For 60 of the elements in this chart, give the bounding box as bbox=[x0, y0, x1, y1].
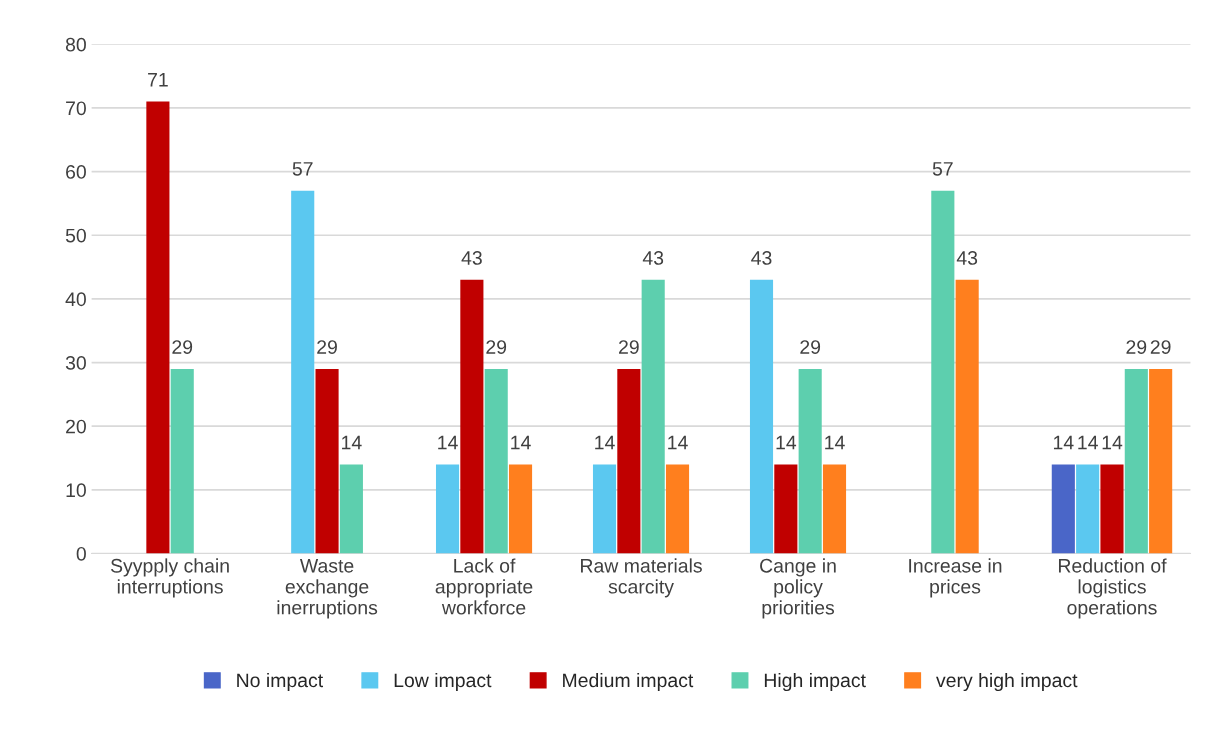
y-tick-label: 40 bbox=[65, 292, 86, 307]
y-tick-label: 80 bbox=[65, 37, 86, 52]
data-label: 29 bbox=[800, 340, 821, 354]
legend-label: Low impact bbox=[394, 672, 492, 692]
data-label: 14 bbox=[595, 435, 615, 450]
data-label: 29 bbox=[172, 340, 193, 354]
bar bbox=[460, 279, 484, 554]
data-label: 43 bbox=[642, 251, 664, 265]
x-tick-label: Cange in policy priorities bbox=[760, 558, 836, 619]
data-label: 14 bbox=[776, 435, 797, 450]
data-label: 14 bbox=[1102, 435, 1123, 450]
bar bbox=[592, 464, 617, 554]
data-label: 29 bbox=[619, 340, 639, 354]
data-label: 57 bbox=[932, 162, 953, 176]
y-tick-label: 10 bbox=[66, 483, 86, 498]
bar bbox=[1051, 464, 1075, 554]
x-tick-label: Reduction of logistics operations bbox=[1058, 558, 1167, 619]
legend-label: High impact bbox=[764, 672, 866, 692]
bar bbox=[170, 368, 194, 554]
bar bbox=[435, 464, 460, 554]
y-tick-label: 50 bbox=[65, 228, 86, 243]
bar bbox=[617, 368, 641, 554]
data-label: 14 bbox=[825, 435, 845, 450]
bar bbox=[665, 464, 690, 554]
y-tick-label: 20 bbox=[66, 419, 86, 434]
legend-label: very high impact bbox=[936, 672, 1078, 692]
x-tick-label: Lack of appropriate workforce bbox=[435, 558, 533, 615]
data-label: 29 bbox=[1150, 340, 1171, 354]
legend-label: No impact bbox=[237, 672, 324, 692]
data-label: 29 bbox=[486, 340, 507, 354]
bar bbox=[822, 464, 847, 554]
bar bbox=[749, 279, 774, 554]
x-tick-label: Syypply chain interruptions bbox=[110, 558, 229, 598]
data-label: 14 bbox=[511, 435, 531, 450]
data-label: 14 bbox=[668, 435, 688, 450]
data-label: 29 bbox=[317, 340, 337, 354]
x-tick-label: Increase in prices bbox=[909, 558, 1002, 598]
y-tick-label: 70 bbox=[66, 101, 86, 116]
data-label: 29 bbox=[1126, 340, 1147, 354]
bar bbox=[774, 464, 798, 554]
data-label: 71 bbox=[148, 73, 168, 87]
data-label: 43 bbox=[751, 251, 772, 265]
data-label: 43 bbox=[461, 251, 482, 265]
data-label: 14 bbox=[1078, 435, 1098, 450]
x-tick-label: Waste exchange inerruptions bbox=[277, 559, 378, 619]
data-label: 14 bbox=[342, 435, 362, 450]
bar bbox=[508, 464, 533, 554]
data-label: 14 bbox=[438, 435, 458, 450]
bar bbox=[146, 101, 170, 554]
bar bbox=[641, 279, 665, 554]
bar bbox=[484, 368, 508, 554]
data-label: 43 bbox=[956, 251, 978, 265]
data-label: 14 bbox=[1053, 435, 1074, 450]
bar bbox=[798, 368, 822, 554]
data-label: 57 bbox=[292, 162, 313, 176]
y-tick-label: 60 bbox=[66, 165, 86, 179]
y-tick-label: 30 bbox=[65, 356, 86, 370]
x-tick-label: Raw materials scarcity bbox=[581, 558, 702, 598]
y-tick-label: 0 bbox=[76, 546, 86, 561]
legend-label: Medium impact bbox=[563, 672, 694, 692]
